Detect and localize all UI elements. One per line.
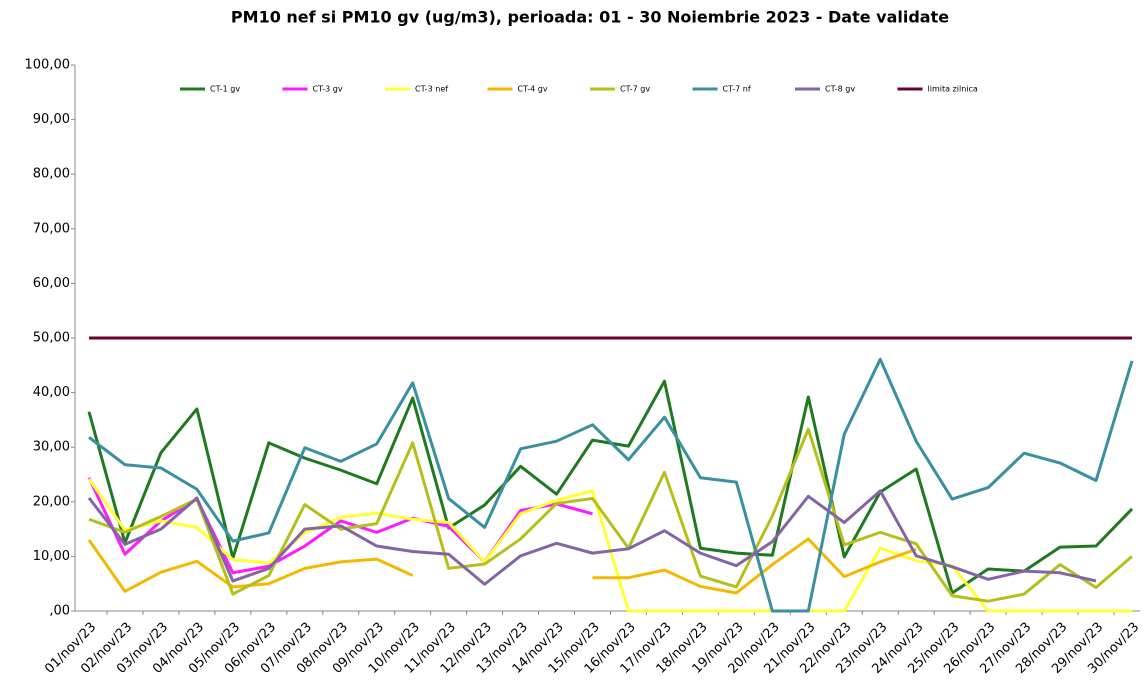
legend-label: CT-8 gv: [825, 85, 855, 94]
y-tick-label: 10,00: [33, 549, 70, 564]
y-tick-label: 20,00: [33, 494, 70, 509]
y-tick-label: ,00: [49, 604, 70, 619]
y-tick-label: 60,00: [33, 276, 70, 291]
y-tick-label: 30,00: [33, 440, 70, 455]
legend-label: CT-7 gv: [620, 85, 650, 94]
legend-label: CT-1 gv: [210, 85, 240, 94]
chart-title: PM10 nef si PM10 gv (ug/m3), perioada: 0…: [231, 8, 949, 27]
series-line: [88, 427, 1133, 603]
y-tick-label: 70,00: [33, 221, 70, 236]
series-line: [87, 489, 1097, 586]
legend-label: CT-4 gv: [518, 85, 548, 94]
legend-label: limita zilnica: [928, 85, 978, 94]
series-line: [88, 357, 1134, 613]
legend-label: CT-7 nf: [723, 85, 751, 94]
y-tick-label: 80,00: [33, 167, 70, 182]
series-line: [87, 478, 1132, 613]
y-tick-label: 100,00: [25, 58, 71, 73]
y-tick-label: 50,00: [33, 331, 70, 346]
legend-label: CT-3 nef: [415, 85, 448, 94]
series-line: [87, 537, 917, 595]
y-tick-label: 90,00: [33, 112, 70, 127]
legend-label: CT-3 gv: [313, 85, 343, 94]
y-tick-label: 40,00: [33, 385, 70, 400]
